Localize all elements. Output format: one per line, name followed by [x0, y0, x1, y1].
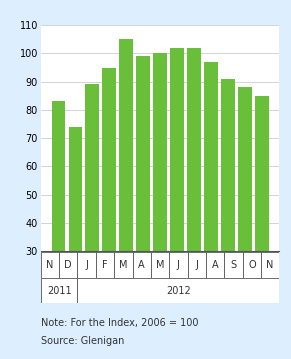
Bar [221, 79, 235, 336]
Bar [238, 87, 251, 336]
Bar [69, 127, 82, 336]
Text: J: J [85, 260, 88, 270]
Bar [206, 252, 224, 278]
Text: A: A [212, 260, 219, 270]
Bar [86, 84, 99, 336]
Text: A: A [139, 260, 145, 270]
Bar [59, 252, 77, 278]
Bar [102, 67, 116, 336]
Text: Source: Glenigan: Source: Glenigan [41, 336, 124, 346]
Bar [255, 96, 269, 336]
Text: F: F [102, 260, 108, 270]
Text: 2011: 2011 [47, 286, 71, 296]
Text: 2012: 2012 [166, 286, 191, 296]
Bar [151, 252, 169, 278]
Bar [224, 252, 243, 278]
Bar [204, 62, 218, 336]
Text: M: M [119, 260, 127, 270]
Bar [114, 252, 132, 278]
Bar [188, 252, 206, 278]
Bar [169, 252, 188, 278]
Text: N: N [46, 260, 54, 270]
Bar [77, 278, 279, 303]
Bar [243, 252, 261, 278]
Bar [132, 252, 151, 278]
Bar [52, 102, 65, 336]
Bar [119, 39, 133, 336]
Bar [41, 278, 77, 303]
Bar [41, 252, 59, 278]
Text: M: M [156, 260, 164, 270]
Text: J: J [177, 260, 180, 270]
Bar [136, 56, 150, 336]
Bar [170, 48, 184, 336]
Text: Note: For the Index, 2006 = 100: Note: For the Index, 2006 = 100 [41, 318, 198, 328]
Bar [96, 252, 114, 278]
Bar [261, 252, 279, 278]
Text: S: S [230, 260, 237, 270]
Bar [187, 48, 201, 336]
Text: D: D [65, 260, 72, 270]
Bar [153, 53, 167, 336]
Text: J: J [195, 260, 198, 270]
Text: N: N [267, 260, 274, 270]
Bar [77, 252, 96, 278]
Text: O: O [248, 260, 255, 270]
